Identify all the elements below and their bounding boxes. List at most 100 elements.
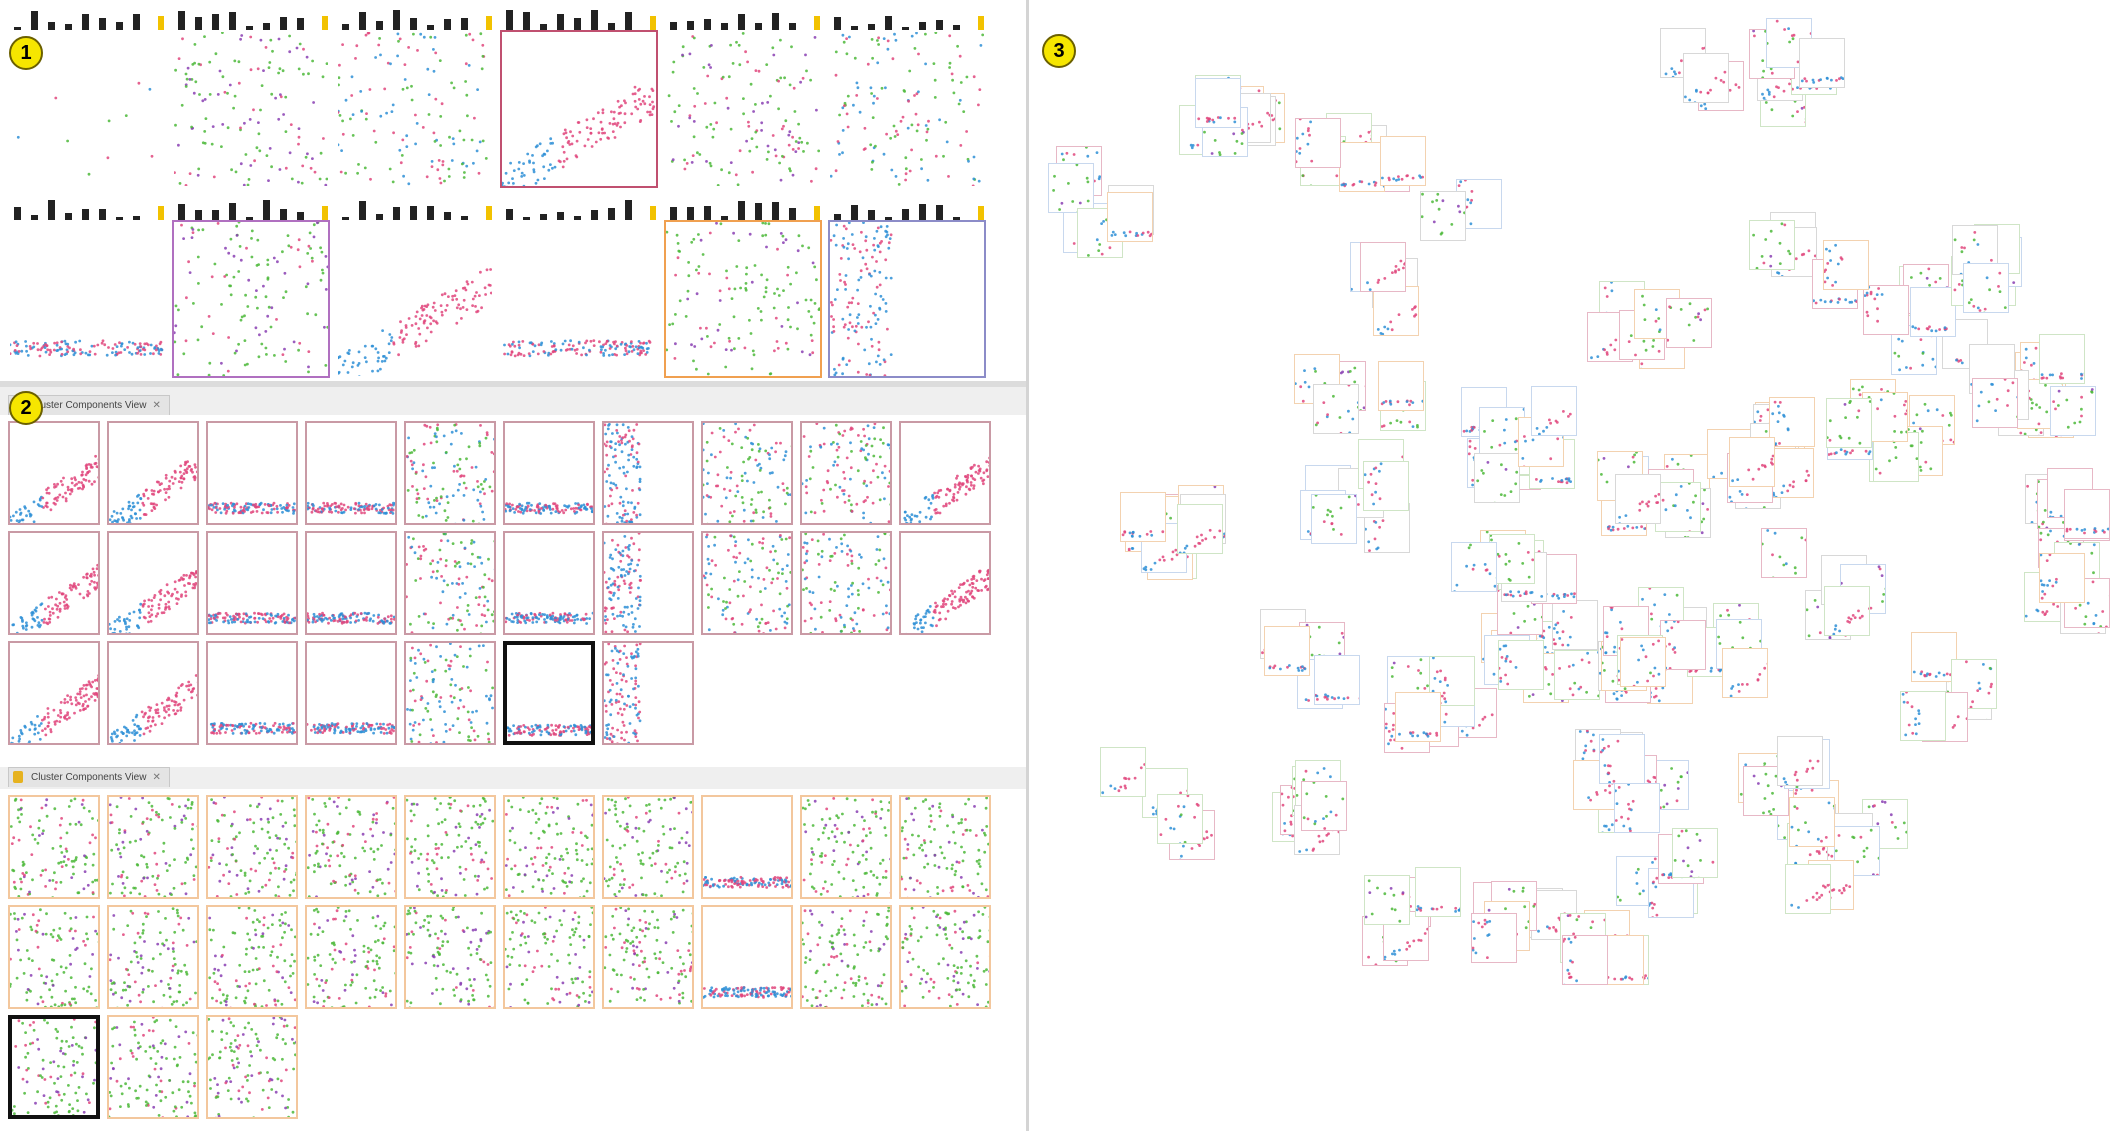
scatter-point [243,510,246,513]
scatter-point [152,489,156,493]
component-scatterplot[interactable] [404,421,496,525]
overview-scatterplot[interactable] [336,220,494,378]
scatter-point [467,686,470,689]
scatter-point [552,342,556,345]
overview-scatterplot[interactable] [828,220,986,378]
scatter-point [651,100,654,104]
scatter-point [174,471,177,474]
overview-scatterplot[interactable] [172,220,330,378]
scatter-point [444,308,448,312]
scatter-point [639,345,643,349]
scatter-point [777,294,781,297]
overview-scatterplot[interactable] [664,30,822,188]
scatter-point [473,294,477,298]
component-scatterplot[interactable] [107,421,199,525]
scatter-point [866,62,870,66]
scatter-point [957,605,960,609]
scatter-point [990,577,991,580]
scatter-point [410,98,414,102]
component-scatterplot[interactable] [305,421,397,525]
overview-scatterplot[interactable] [664,220,822,378]
panel-splitter[interactable] [0,381,1026,387]
overview-scatterplot[interactable] [500,30,658,188]
scatter-point [141,501,145,505]
overview-scatterplot[interactable] [828,30,986,188]
overview-scatterplot[interactable] [500,220,658,378]
scatter-point [832,318,835,321]
scatter-point [611,353,614,356]
component-scatterplot[interactable] [305,531,397,635]
scatter-point [562,159,566,163]
overview-scatterplot[interactable] [172,30,330,188]
scatter-point [839,616,843,619]
scatter-point [810,315,813,319]
scatter-point [166,487,169,491]
scatter-point [301,164,305,168]
component-scatterplot[interactable] [404,641,496,745]
scatter-point [928,605,932,608]
component-scatterplot[interactable] [602,531,694,635]
scatter-point [843,104,846,107]
scatter-point [20,518,24,522]
scatter-point [846,125,850,129]
scatter-point [316,222,319,225]
scatter-point [783,611,786,615]
scatter-point [968,583,972,587]
scatter-point [396,32,400,36]
component-scatterplot[interactable] [8,531,100,635]
scatter-point [307,370,310,374]
component-scatterplot[interactable] [503,641,595,745]
close-icon[interactable]: ✕ [152,400,161,411]
component-scatterplot[interactable] [8,421,100,525]
component-scatterplot[interactable] [602,641,694,745]
component-scatterplot[interactable] [404,531,496,635]
histogram-bar [721,23,728,30]
scatter-point [847,587,850,591]
scatter-point [730,442,734,446]
scatter-point [244,153,248,156]
scatter-point [522,162,525,166]
scatter-point [355,725,358,728]
scatter-point [78,692,82,696]
component-scatterplot[interactable] [701,531,793,635]
component-scatterplot[interactable] [8,641,100,745]
component-scatterplot[interactable] [107,641,199,745]
scatter-point [503,185,506,186]
component-scatterplot[interactable] [206,421,298,525]
overview-scatterplot[interactable] [336,30,494,188]
scatter-point [341,43,344,46]
scatter-point [210,731,213,735]
scatter-point [972,577,976,580]
scatter-point [749,519,753,523]
component-scatterplot[interactable] [800,421,892,525]
component-scatterplot[interactable] [107,531,199,635]
scatter-point [356,171,359,175]
component-scatterplot[interactable] [206,641,298,745]
tab-cluster-components[interactable]: Cluster Components View ✕ [8,395,170,415]
scatter-point [194,582,197,585]
component-scatterplot[interactable] [305,641,397,745]
overview-scatterplot[interactable] [8,220,166,378]
scatter-point [484,293,487,296]
scatter-point [287,509,290,513]
component-scatterplot[interactable] [503,421,595,525]
component-scatterplot[interactable] [206,531,298,635]
scatter-point [56,714,60,717]
component-scatterplot[interactable] [503,531,595,635]
component-scatterplot[interactable] [899,421,991,525]
scatter-point [68,492,72,496]
scatter-point [487,737,491,741]
scatter-point [324,183,328,186]
component-scatterplot[interactable] [602,421,694,525]
component-scatterplot[interactable] [800,531,892,635]
scatter-point [569,339,572,343]
scatter-point [744,287,748,290]
scatter-point [306,312,309,316]
scatter-point [674,342,677,346]
component-scatterplot[interactable] [899,531,991,635]
scatter-point [362,722,365,726]
component-scatterplot[interactable] [701,421,793,525]
scatter-point [607,577,611,581]
scatter-point [66,488,70,492]
scatter-point [147,598,151,602]
